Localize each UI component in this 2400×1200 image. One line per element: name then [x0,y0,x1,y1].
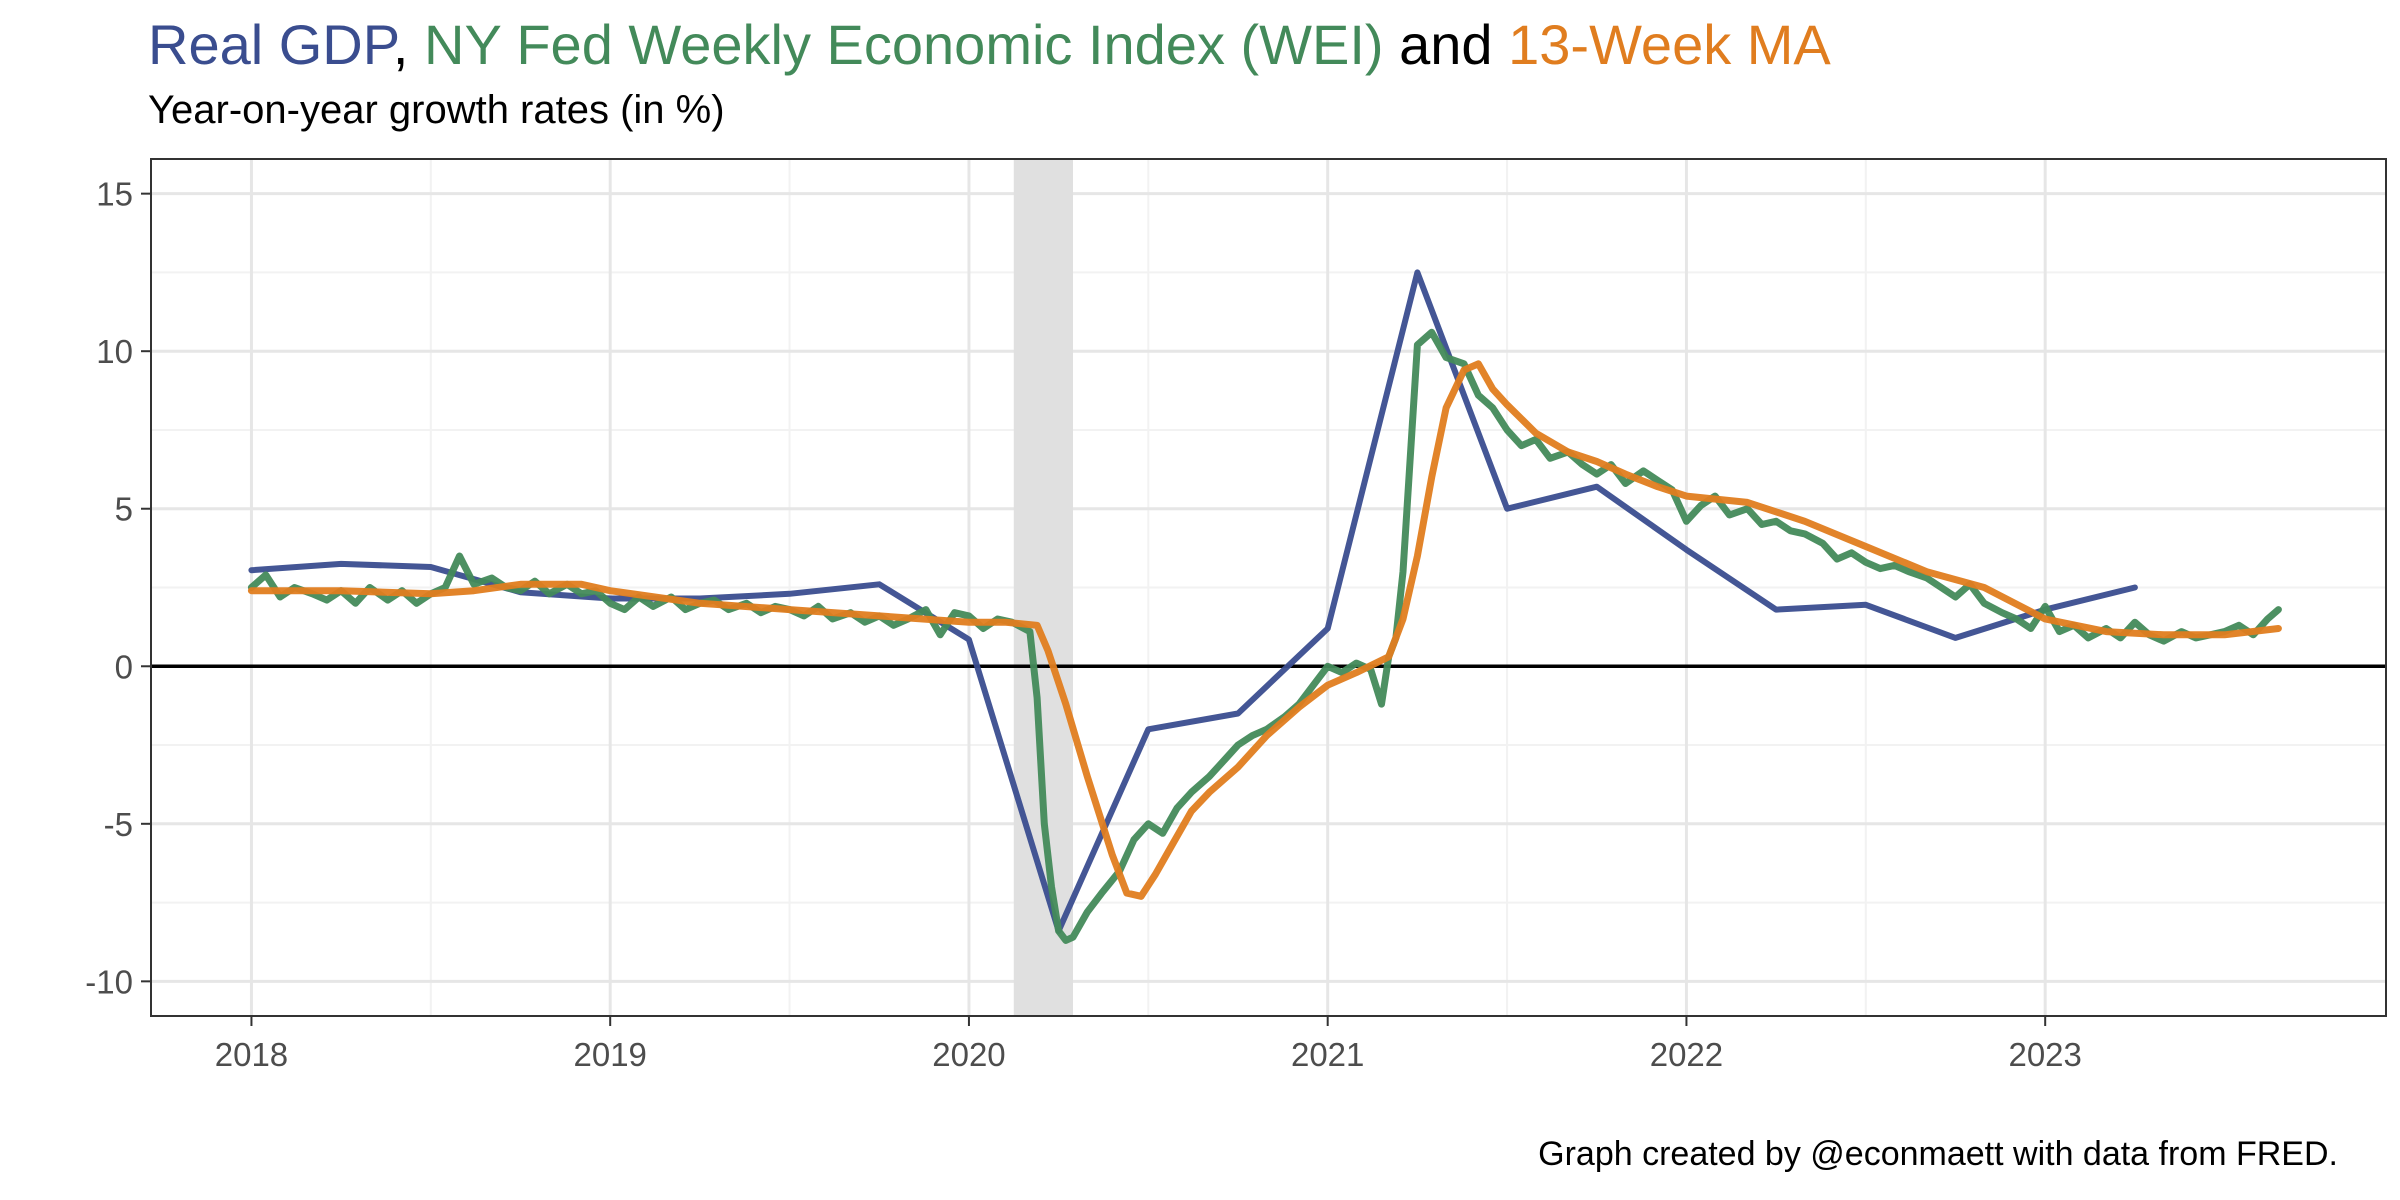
series-line-gdp [248,269,2138,934]
title-and: and [1399,13,1493,76]
x-tick-label: 2022 [1650,1036,1723,1073]
plot-border [150,158,2387,1017]
y-tick-label: 0 [115,648,133,685]
title-separator: , [392,13,409,76]
x-tick-label: 2021 [1291,1036,1364,1073]
chart-caption: Graph created by @econmaett with data fr… [1538,1135,2338,1173]
y-tick-label: -5 [104,806,133,843]
y-tick-label: 15 [96,176,133,213]
title-gdp: Real GDP [148,13,393,76]
series-line-ma [247,360,2282,900]
series-line-wei [247,328,2282,944]
x-tick-label: 2018 [215,1036,288,1073]
title-wei: NY Fed Weekly Economic Index (WEI) [424,13,1384,76]
axes: 15 10 5 0 -5 -10 2018 2019 2020 2021 2022 2023 [85,176,2082,1073]
series-lines [247,269,2282,944]
chart-subtitle: Year-on-year growth rates (in %) [148,88,725,132]
chart-title: Real GDP, NY Fed Weekly Economic Index (… [148,12,1831,77]
x-tick-label: 2019 [573,1036,646,1073]
y-tick-label: 10 [96,333,133,370]
x-tick-label: 2023 [2008,1036,2081,1073]
x-tick-label: 2020 [932,1036,1005,1073]
y-tick-label: -10 [85,963,133,1000]
title-ma: 13-Week MA [1508,13,1831,76]
y-tick-label: 5 [115,491,133,528]
